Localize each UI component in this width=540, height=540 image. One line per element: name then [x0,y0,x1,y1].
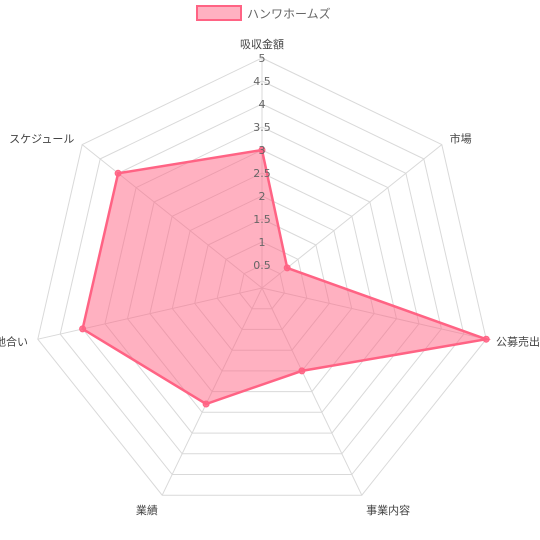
legend-label[interactable]: ハンワホームズ [247,6,331,21]
data-point-1[interactable] [283,264,291,272]
radar-data [79,146,492,408]
data-point-0[interactable] [258,146,266,154]
radar-grid [37,57,487,496]
tick-label-3: 3 [259,144,266,157]
data-point-4[interactable] [202,400,210,408]
axis-label-1: 市場 [450,131,472,145]
grid-ring-4.5 [59,80,465,475]
spoke-1 [261,144,443,289]
data-point-5[interactable] [79,325,87,333]
tick-label-0.5: 0.5 [253,259,271,272]
axis-label-6: スケジュール [9,132,74,145]
tick-label-1.5: 1.5 [253,213,271,226]
tick-label-5: 5 [259,52,266,65]
grid-ring-5 [37,57,487,496]
axis-label-5: 地合い [0,334,28,348]
tick-label-2.5: 2.5 [253,167,271,180]
axis-label-0: 吸収金額 [240,37,284,51]
data-point-3[interactable] [298,367,306,375]
axis-label-4: 業績 [136,503,158,517]
tick-label-3.5: 3.5 [253,121,271,134]
data-point-2[interactable] [482,335,490,343]
legend-swatch[interactable] [196,5,242,21]
series-area [81,148,492,406]
tick-label-4: 4 [259,98,266,111]
tick-label-2: 2 [259,190,266,203]
chart-legend[interactable]: ハンワホームズ [196,5,331,21]
axis-label-3: 事業内容 [366,503,410,517]
axis-label-2: 公募売出比 [496,334,540,348]
data-point-6[interactable] [114,169,122,177]
tick-label-4.5: 4.5 [253,75,271,88]
tick-label-1: 1 [259,236,266,249]
radar-tick-labels: 0.5 1 1.5 2 2.5 3 3.5 4 4.5 5 [253,52,271,272]
radar-axis-labels: 吸収金額市場公募売出比事業内容 業績 地合い スケジュール [0,37,540,517]
